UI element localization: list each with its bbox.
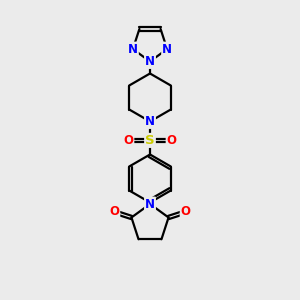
Text: N: N: [145, 197, 155, 211]
Text: O: O: [181, 206, 191, 218]
Text: O: O: [123, 134, 134, 147]
Text: N: N: [145, 115, 155, 128]
Text: N: N: [128, 43, 138, 56]
Text: N: N: [162, 43, 172, 56]
Text: S: S: [145, 134, 155, 147]
Text: O: O: [167, 134, 177, 147]
Text: N: N: [145, 55, 155, 68]
Text: O: O: [109, 206, 119, 218]
